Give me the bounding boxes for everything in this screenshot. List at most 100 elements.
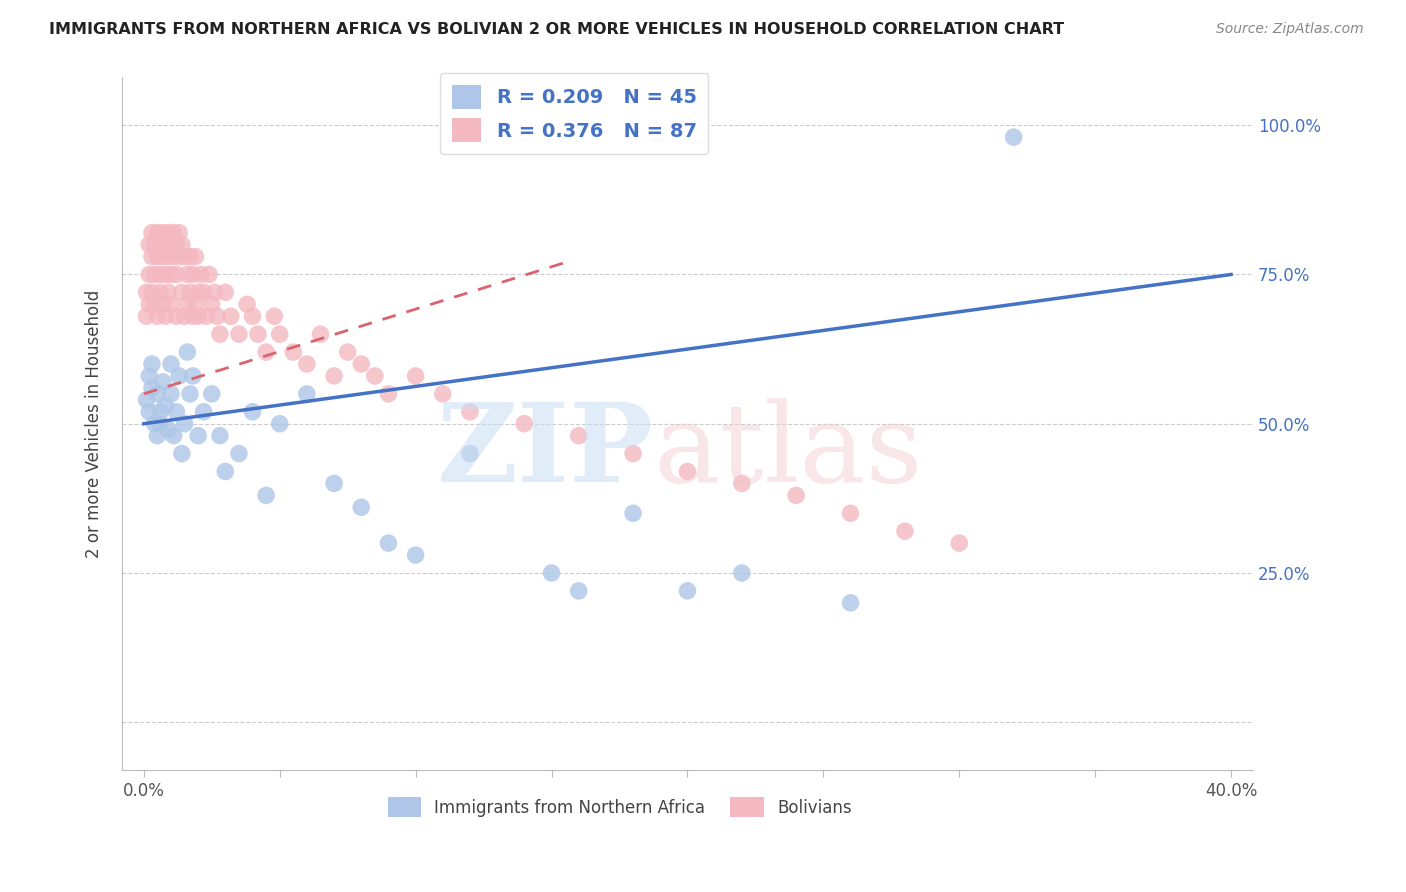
- Point: [568, 428, 591, 442]
- Point: [785, 488, 807, 502]
- Point: [146, 226, 169, 240]
- Point: [204, 285, 226, 300]
- Point: [201, 387, 224, 401]
- Point: [198, 268, 221, 282]
- Legend: Immigrants from Northern Africa, Bolivians: Immigrants from Northern Africa, Bolivia…: [381, 790, 858, 824]
- Point: [295, 357, 318, 371]
- Point: [336, 345, 359, 359]
- Point: [187, 310, 209, 324]
- Point: [731, 566, 754, 580]
- Point: [165, 310, 187, 324]
- Point: [214, 465, 236, 479]
- Point: [242, 310, 264, 324]
- Text: IMMIGRANTS FROM NORTHERN AFRICA VS BOLIVIAN 2 OR MORE VEHICLES IN HOUSEHOLD CORR: IMMIGRANTS FROM NORTHERN AFRICA VS BOLIV…: [49, 22, 1064, 37]
- Point: [254, 488, 277, 502]
- Point: [405, 368, 427, 383]
- Point: [377, 536, 399, 550]
- Point: [731, 476, 754, 491]
- Point: [163, 226, 186, 240]
- Point: [184, 250, 207, 264]
- Point: [228, 446, 250, 460]
- Text: Source: ZipAtlas.com: Source: ZipAtlas.com: [1216, 22, 1364, 37]
- Point: [157, 285, 180, 300]
- Point: [155, 237, 177, 252]
- Point: [143, 268, 166, 282]
- Point: [141, 381, 163, 395]
- Point: [323, 476, 346, 491]
- Point: [141, 250, 163, 264]
- Point: [214, 285, 236, 300]
- Point: [149, 405, 172, 419]
- Y-axis label: 2 or more Vehicles in Household: 2 or more Vehicles in Household: [86, 290, 103, 558]
- Point: [165, 405, 187, 419]
- Point: [143, 237, 166, 252]
- Point: [170, 285, 193, 300]
- Point: [621, 506, 644, 520]
- Point: [193, 405, 215, 419]
- Point: [167, 368, 190, 383]
- Point: [157, 250, 180, 264]
- Point: [458, 446, 481, 460]
- Point: [149, 268, 172, 282]
- Point: [242, 405, 264, 419]
- Point: [948, 536, 970, 550]
- Point: [146, 250, 169, 264]
- Point: [1002, 130, 1025, 145]
- Point: [160, 297, 183, 311]
- Point: [155, 399, 177, 413]
- Point: [165, 237, 187, 252]
- Point: [138, 297, 160, 311]
- Point: [839, 506, 862, 520]
- Point: [141, 357, 163, 371]
- Point: [219, 310, 242, 324]
- Point: [176, 345, 198, 359]
- Text: atlas: atlas: [654, 398, 924, 505]
- Point: [138, 237, 160, 252]
- Point: [152, 375, 174, 389]
- Point: [155, 268, 177, 282]
- Point: [146, 428, 169, 442]
- Point: [179, 250, 201, 264]
- Point: [405, 548, 427, 562]
- Point: [173, 250, 195, 264]
- Point: [160, 387, 183, 401]
- Point: [173, 310, 195, 324]
- Point: [458, 405, 481, 419]
- Point: [176, 297, 198, 311]
- Point: [155, 310, 177, 324]
- Point: [141, 226, 163, 240]
- Point: [138, 405, 160, 419]
- Point: [160, 268, 183, 282]
- Point: [149, 417, 172, 431]
- Point: [135, 310, 157, 324]
- Point: [179, 387, 201, 401]
- Point: [157, 423, 180, 437]
- Point: [167, 250, 190, 264]
- Point: [254, 345, 277, 359]
- Point: [163, 428, 186, 442]
- Point: [138, 268, 160, 282]
- Point: [208, 428, 231, 442]
- Point: [143, 417, 166, 431]
- Point: [165, 268, 187, 282]
- Point: [283, 345, 305, 359]
- Point: [432, 387, 454, 401]
- Point: [135, 392, 157, 407]
- Point: [377, 387, 399, 401]
- Point: [364, 368, 387, 383]
- Point: [160, 237, 183, 252]
- Point: [181, 268, 204, 282]
- Point: [181, 368, 204, 383]
- Point: [205, 310, 228, 324]
- Point: [187, 285, 209, 300]
- Point: [138, 368, 160, 383]
- Point: [208, 327, 231, 342]
- Point: [184, 297, 207, 311]
- Point: [621, 446, 644, 460]
- Point: [157, 226, 180, 240]
- Point: [160, 357, 183, 371]
- Point: [228, 327, 250, 342]
- Point: [152, 226, 174, 240]
- Point: [167, 226, 190, 240]
- Point: [568, 583, 591, 598]
